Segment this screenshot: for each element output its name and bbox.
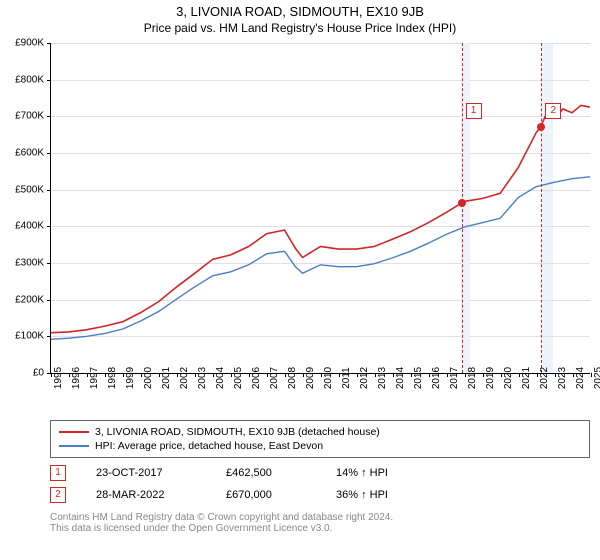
- chart-container: 3, LIVONIA ROAD, SIDMOUTH, EX10 9JB Pric…: [0, 4, 600, 534]
- x-tick-label: 1998: [107, 367, 118, 389]
- x-tick-label: 2006: [251, 367, 262, 389]
- plot-area: 12: [50, 43, 590, 374]
- sale-delta: 14% ↑ HPI: [336, 467, 388, 479]
- x-tick-label: 2025: [593, 367, 600, 389]
- sale-marker: [537, 123, 545, 131]
- legend-label: HPI: Average price, detached house, East…: [95, 440, 323, 452]
- sales-table: 1 23-OCT-2017 £462,500 14% ↑ HPI 2 28-MAR-202…: [50, 462, 590, 506]
- sale-date: 28-MAR-2022: [96, 489, 196, 501]
- y-tick-label: £100K: [15, 331, 44, 342]
- x-tick-label: 2024: [575, 367, 586, 389]
- x-tick-label: 2003: [197, 367, 208, 389]
- y-tick-label: £800K: [15, 74, 44, 85]
- x-tick-label: 2018: [467, 367, 478, 389]
- x-tick-label: 2007: [269, 367, 280, 389]
- footer-line: This data is licensed under the Open Gov…: [50, 523, 590, 534]
- legend-swatch: [59, 431, 89, 433]
- sale-price: £462,500: [226, 467, 306, 479]
- x-tick-label: 2011: [341, 367, 352, 389]
- series-line: [51, 105, 590, 332]
- sale-row: 2 28-MAR-2022 £670,000 36% ↑ HPI: [50, 484, 590, 506]
- chart-title: 3, LIVONIA ROAD, SIDMOUTH, EX10 9JB: [0, 4, 600, 19]
- x-tick-label: 2004: [215, 367, 226, 389]
- sale-date: 23-OCT-2017: [96, 467, 196, 479]
- x-tick-label: 1997: [89, 367, 100, 389]
- y-axis-labels: £0£100K£200K£300K£400K£500K£600K£700K£80…: [0, 43, 48, 373]
- x-tick-label: 2008: [287, 367, 298, 389]
- legend-swatch: [59, 445, 89, 447]
- legend-item: HPI: Average price, detached house, East…: [59, 439, 581, 453]
- x-tick-label: 1996: [71, 367, 82, 389]
- sale-index-box: 2: [50, 487, 66, 503]
- x-tick-label: 1999: [125, 367, 136, 389]
- x-tick-label: 2010: [323, 367, 334, 389]
- x-tick-label: 2000: [143, 367, 154, 389]
- sale-delta: 36% ↑ HPI: [336, 489, 388, 501]
- legend-item: 3, LIVONIA ROAD, SIDMOUTH, EX10 9JB (det…: [59, 425, 581, 439]
- x-tick-label: 2012: [359, 367, 370, 389]
- x-tick-label: 2005: [233, 367, 244, 389]
- x-tick-label: 2009: [305, 367, 316, 389]
- sale-vline-label: 2: [545, 103, 561, 119]
- y-tick-label: £700K: [15, 111, 44, 122]
- x-tick-label: 2015: [413, 367, 424, 389]
- x-tick-label: 2022: [539, 367, 550, 389]
- x-tick-label: 2016: [431, 367, 442, 389]
- x-tick-label: 1995: [53, 367, 64, 389]
- x-axis-labels: 1995199619971998199920002001200220032004…: [50, 374, 590, 414]
- y-tick-label: £900K: [15, 38, 44, 49]
- x-tick-label: 2002: [179, 367, 190, 389]
- legend-label: 3, LIVONIA ROAD, SIDMOUTH, EX10 9JB (det…: [95, 426, 380, 438]
- x-tick-label: 2020: [503, 367, 514, 389]
- y-tick-label: £200K: [15, 294, 44, 305]
- chart-subtitle: Price paid vs. HM Land Registry's House …: [0, 21, 600, 35]
- sale-price: £670,000: [226, 489, 306, 501]
- x-tick-label: 2001: [161, 367, 172, 389]
- legend: 3, LIVONIA ROAD, SIDMOUTH, EX10 9JB (det…: [50, 420, 590, 458]
- y-tick-label: £500K: [15, 184, 44, 195]
- x-tick-label: 2017: [449, 367, 460, 389]
- x-tick-label: 2013: [377, 367, 388, 389]
- sale-row: 1 23-OCT-2017 £462,500 14% ↑ HPI: [50, 462, 590, 484]
- series-line: [51, 177, 590, 339]
- line-chart-svg: [51, 43, 590, 373]
- sale-index-box: 1: [50, 465, 66, 481]
- x-tick-label: 2019: [485, 367, 496, 389]
- footer: Contains HM Land Registry data © Crown c…: [50, 512, 590, 534]
- footer-line: Contains HM Land Registry data © Crown c…: [50, 512, 590, 523]
- sale-vline: [541, 43, 542, 373]
- sale-vline: [462, 43, 463, 373]
- y-tick-label: £400K: [15, 221, 44, 232]
- y-tick-label: £600K: [15, 148, 44, 159]
- y-tick-label: £300K: [15, 258, 44, 269]
- x-tick-label: 2023: [557, 367, 568, 389]
- y-tick-label: £0: [33, 368, 44, 379]
- sale-marker: [458, 199, 466, 207]
- x-tick-label: 2021: [521, 367, 532, 389]
- sale-vline-label: 1: [466, 103, 482, 119]
- x-tick-label: 2014: [395, 367, 406, 389]
